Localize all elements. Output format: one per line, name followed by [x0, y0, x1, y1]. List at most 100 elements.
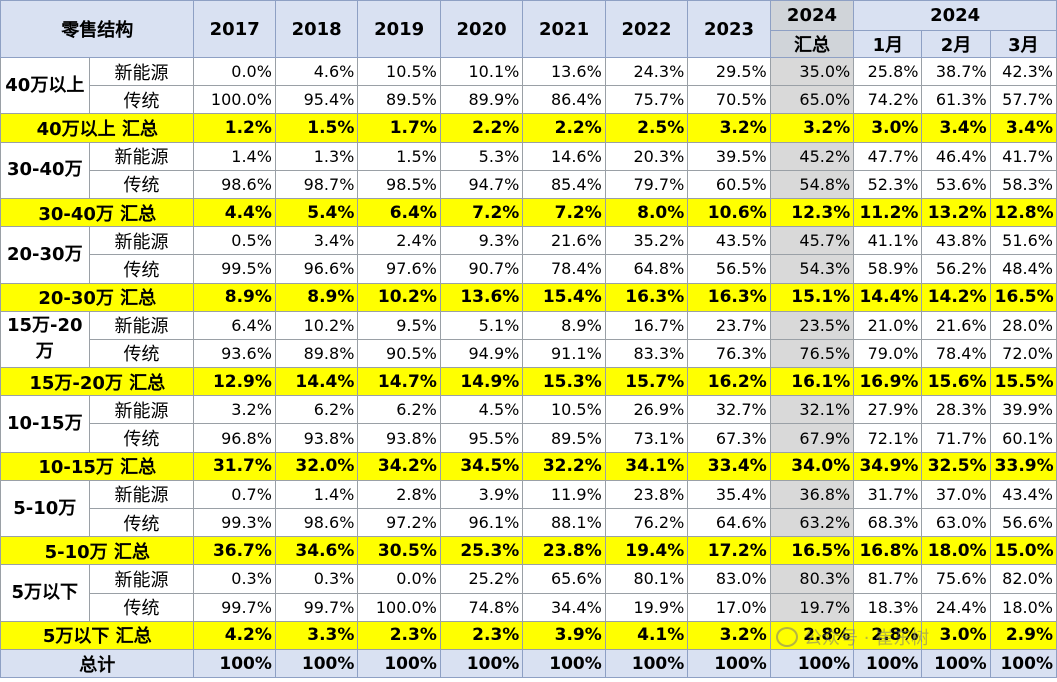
share-cell: 38.7% — [921, 56, 991, 87]
summary-cell: 16.1% — [769, 367, 855, 397]
segment-summary-row: 30-40万 汇总 4.4% 5.4% 6.4% 7.2% 7.2% 8.0% 10.6% 12… — [0, 197, 1057, 228]
table-row: 传统 99.5% 96.6% 97.6% 90.7% 78.4% 64.8% 56.5% 54.… — [1, 254, 1057, 284]
segment-summary-row: 10-15万 汇总 31.7% 32.0% 34.2% 34.5% 32.2% 34.1% 3… — [0, 451, 1057, 481]
share-cell: 0.3% — [193, 564, 276, 594]
share-cell: 23.8% — [604, 479, 689, 510]
segment-label: 20-30万 — [0, 226, 90, 284]
summary-cell: 13.6% — [439, 282, 524, 312]
powertrain-type: 传统 — [88, 85, 195, 115]
share-cell: 4.5% — [439, 395, 524, 425]
summary-cell: 15.6% — [921, 367, 991, 397]
share-cell: 20.3% — [604, 141, 689, 171]
share-cell: 79.7% — [604, 169, 689, 199]
share-cell: 27.9% — [853, 395, 923, 425]
powertrain-type: 新能源 — [88, 226, 195, 256]
summary-cell: 16.9% — [853, 367, 923, 397]
share-cell: 18.3% — [853, 592, 923, 622]
segment-label: 10-15万 — [0, 395, 90, 453]
share-cell: 72.1% — [853, 423, 923, 453]
share-cell: 89.5% — [357, 85, 441, 115]
summary-label: 15万-20万 汇总 — [0, 367, 195, 397]
year-header: 2021 — [522, 0, 606, 58]
share-cell: 5.1% — [439, 310, 524, 340]
summary-cell: 12.8% — [989, 197, 1057, 228]
share-cell: 35.4% — [687, 479, 771, 510]
summary-cell: 16.5% — [769, 536, 855, 566]
share-cell: 83.3% — [604, 338, 689, 369]
summary-cell: 3.3% — [274, 620, 359, 650]
summary-cell: 14.9% — [439, 367, 524, 397]
summary-cell: 32.0% — [274, 451, 359, 481]
share-cell: 25.8% — [853, 56, 923, 87]
month-header: 3月 — [989, 30, 1057, 58]
year-header: 2023 — [687, 0, 771, 58]
powertrain-type: 新能源 — [88, 479, 195, 510]
share-cell: 6.2% — [274, 395, 359, 425]
share-cell: 39.5% — [687, 141, 771, 171]
share-cell: 45.7% — [769, 226, 855, 256]
share-cell: 89.5% — [522, 423, 606, 453]
share-cell: 58.3% — [989, 169, 1057, 199]
share-cell: 46.4% — [921, 141, 991, 171]
share-cell: 98.6% — [193, 169, 276, 199]
share-cell: 90.5% — [357, 338, 441, 369]
year-header: 2018 — [274, 0, 359, 58]
share-cell: 98.5% — [357, 169, 441, 199]
share-cell: 19.7% — [769, 592, 855, 622]
grand-total-cell: 100% — [357, 648, 441, 679]
share-cell: 60.1% — [989, 423, 1057, 453]
share-cell: 82.0% — [989, 564, 1057, 594]
summary-cell: 2.2% — [522, 113, 606, 143]
summary-cell: 15.4% — [522, 282, 606, 312]
table-row: 5-10万 新能源 0.7% 1.4% 2.8% 3.9% 11.9% 23.8% 35.4% 3… — [0, 479, 1057, 538]
share-cell: 64.8% — [604, 254, 689, 284]
share-cell: 96.1% — [439, 507, 524, 538]
summary-cell: 3.0% — [853, 113, 923, 143]
share-cell: 21.0% — [853, 310, 923, 340]
segment-summary-row: 15万-20万 汇总 12.9% 14.4% 14.7% 14.9% 15.3% 15.7%… — [0, 367, 1057, 397]
grand-total-cell: 100% — [522, 648, 606, 679]
table-row: 15万-20万 新能源 6.4% 10.2% 9.5% 5.1% 8.9% 16.7% 23.7… — [0, 310, 1057, 369]
corner-header: 零售结构 — [0, 0, 195, 58]
summary-cell: 34.5% — [439, 451, 524, 481]
share-cell: 3.9% — [439, 479, 524, 510]
share-cell: 19.9% — [604, 592, 689, 622]
summary-cell: 8.0% — [604, 197, 689, 228]
summary-cell: 15.3% — [522, 367, 606, 397]
grand-total-cell: 100% — [193, 648, 276, 679]
share-cell: 24.4% — [921, 592, 991, 622]
share-cell: 0.0% — [357, 564, 441, 594]
share-cell: 64.6% — [687, 507, 771, 538]
summary-cell: 3.9% — [522, 620, 606, 650]
share-cell: 36.8% — [769, 479, 855, 510]
share-cell: 45.2% — [769, 141, 855, 171]
share-cell: 43.4% — [989, 479, 1057, 510]
share-cell: 3.2% — [193, 395, 276, 425]
share-cell: 31.7% — [853, 479, 923, 510]
share-cell: 13.6% — [522, 56, 606, 87]
share-cell: 54.3% — [769, 254, 855, 284]
share-cell: 47.7% — [853, 141, 923, 171]
share-cell: 96.6% — [274, 254, 359, 284]
share-cell: 72.0% — [989, 338, 1057, 369]
share-cell: 63.2% — [769, 507, 855, 538]
summary-cell: 25.3% — [439, 536, 524, 566]
summary-cell: 16.3% — [604, 282, 689, 312]
share-cell: 78.4% — [921, 338, 991, 369]
summary-cell: 5.4% — [274, 197, 359, 228]
segment-label: 5万以下 — [0, 564, 90, 622]
summary-cell: 4.4% — [193, 197, 276, 228]
grand-total-row: 总计 100% 100% 100% 100% 100% 100% 100% 100% 100% 10… — [0, 648, 1057, 679]
share-cell: 100.0% — [193, 85, 276, 115]
share-cell: 21.6% — [921, 310, 991, 340]
summary-cell: 33.9% — [989, 451, 1057, 481]
summary-cell: 15.1% — [769, 282, 855, 312]
share-cell: 67.3% — [687, 423, 771, 453]
table-row: 5万以下 新能源 0.3% 0.3% 0.0% 25.2% 65.6% 80.1% 83.0% 8… — [0, 564, 1057, 622]
summary-cell: 34.1% — [604, 451, 689, 481]
share-cell: 37.0% — [921, 479, 991, 510]
segment-summary-row: 20-30万 汇总 8.9% 8.9% 10.2% 13.6% 15.4% 16.3% 16.… — [0, 282, 1057, 312]
year-header: 2020 — [439, 0, 524, 58]
share-cell: 10.2% — [274, 310, 359, 340]
summary-cell: 16.3% — [687, 282, 771, 312]
